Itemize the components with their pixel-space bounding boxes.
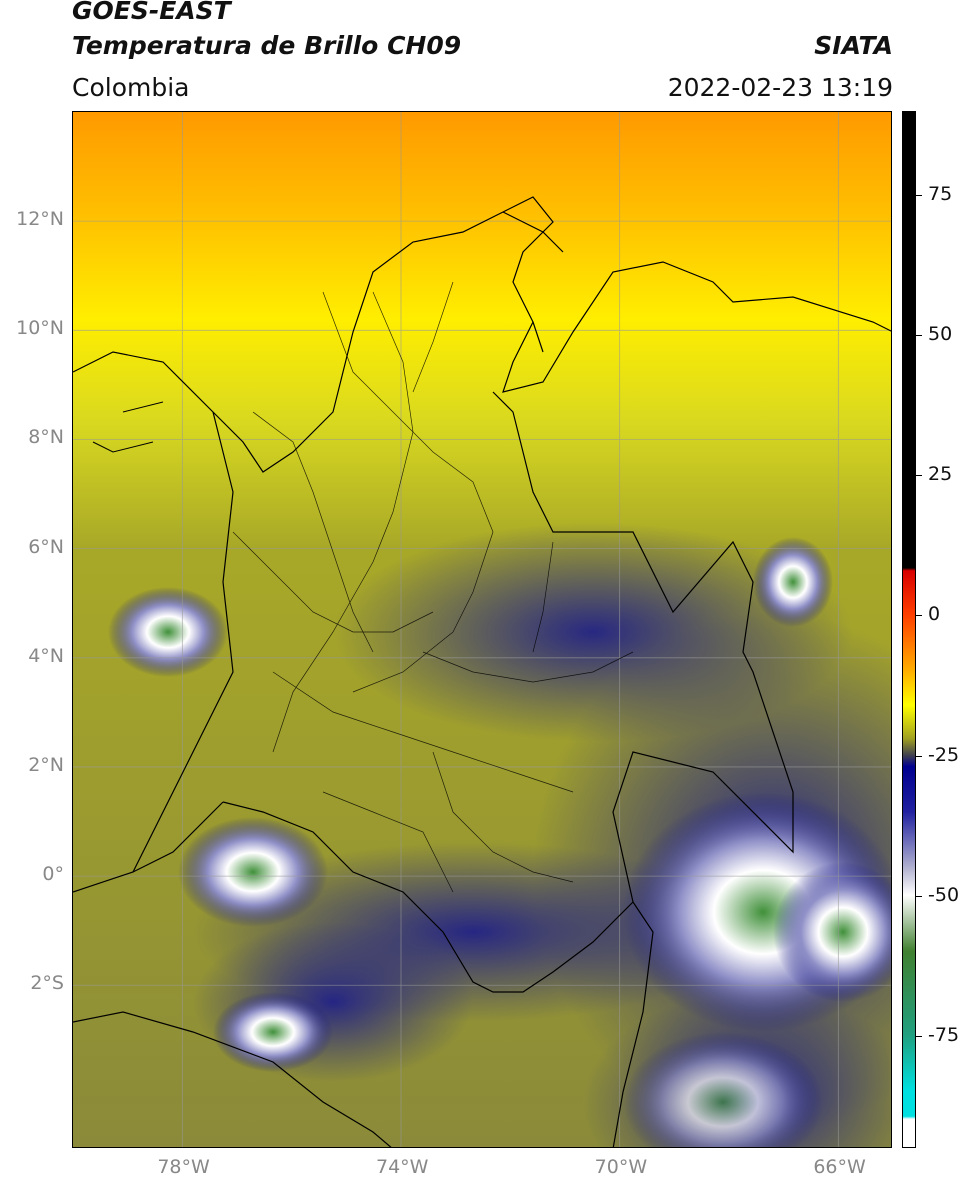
region-label: Colombia bbox=[72, 73, 190, 102]
borders bbox=[73, 196, 891, 1147]
colorbar-tick-label: -50 bbox=[928, 883, 960, 906]
convective-cell-peru bbox=[213, 992, 333, 1072]
map-canvas bbox=[73, 112, 891, 1147]
colorbar-tick-label: 75 bbox=[928, 183, 953, 206]
caribbean-coastline bbox=[73, 196, 891, 473]
colorbar-tick bbox=[916, 475, 922, 477]
colorbar-tick-label: 25 bbox=[928, 463, 953, 486]
lon-tick-label: 78°W bbox=[157, 1156, 210, 1178]
colorbar-tick bbox=[916, 615, 922, 617]
convective-cell-brazil bbox=[623, 1032, 823, 1147]
convective-cell-far-east bbox=[773, 862, 891, 1002]
colombia-venezuela-border bbox=[492, 391, 794, 1147]
lat-tick-label: 12°N bbox=[16, 208, 64, 231]
lat-tick-label: 8°N bbox=[28, 426, 64, 449]
convective-cell-ecuador bbox=[178, 817, 328, 927]
convective-cell-venezuela bbox=[753, 537, 833, 627]
lat-tick-label: 4°N bbox=[28, 644, 64, 667]
lon-tick-label: 70°W bbox=[594, 1156, 648, 1178]
colorbar-tick-label: -25 bbox=[928, 743, 960, 766]
colorbar-tick bbox=[916, 195, 922, 197]
colombia-ecuador-border bbox=[132, 801, 224, 873]
convective-cell-pacific bbox=[108, 587, 228, 677]
colorbar-tick bbox=[916, 755, 922, 757]
colombia-peru-border bbox=[222, 801, 634, 993]
colorbar-tick bbox=[916, 335, 922, 337]
peru-border-south bbox=[73, 1011, 392, 1147]
colorbar-tick-label: -75 bbox=[928, 1023, 960, 1046]
satellite-title: GOES-EAST bbox=[72, 0, 231, 25]
agency-label: SIATA bbox=[814, 31, 893, 60]
lat-tick-label: 0° bbox=[42, 863, 64, 886]
colorbar bbox=[902, 111, 916, 1148]
department-borders bbox=[232, 281, 634, 893]
guajira-border bbox=[502, 211, 564, 353]
lat-tick-label: 2°S bbox=[30, 972, 64, 995]
lat-tick-label: 2°N bbox=[28, 753, 64, 776]
colorbar-tick-label: 50 bbox=[928, 323, 953, 346]
cloud-band-northeast bbox=[333, 522, 853, 742]
colorbar-tick bbox=[916, 1035, 922, 1037]
lon-tick-label: 74°W bbox=[376, 1156, 429, 1178]
lat-tick-label: 10°N bbox=[16, 317, 64, 340]
lon-tick-label: 66°W bbox=[813, 1156, 866, 1178]
satellite-map[interactable] bbox=[72, 111, 892, 1148]
colorbar-tick-label: 0 bbox=[928, 603, 941, 626]
timestamp-label: 2022-02-23 13:19 bbox=[667, 73, 893, 102]
colorbar-tick bbox=[916, 895, 922, 897]
graticule bbox=[73, 112, 891, 1147]
panama-border bbox=[92, 401, 164, 453]
pacific-coastline bbox=[73, 411, 234, 893]
product-title: Temperatura de Brillo CH09 bbox=[72, 31, 462, 60]
lat-tick-label: 6°N bbox=[28, 535, 64, 558]
